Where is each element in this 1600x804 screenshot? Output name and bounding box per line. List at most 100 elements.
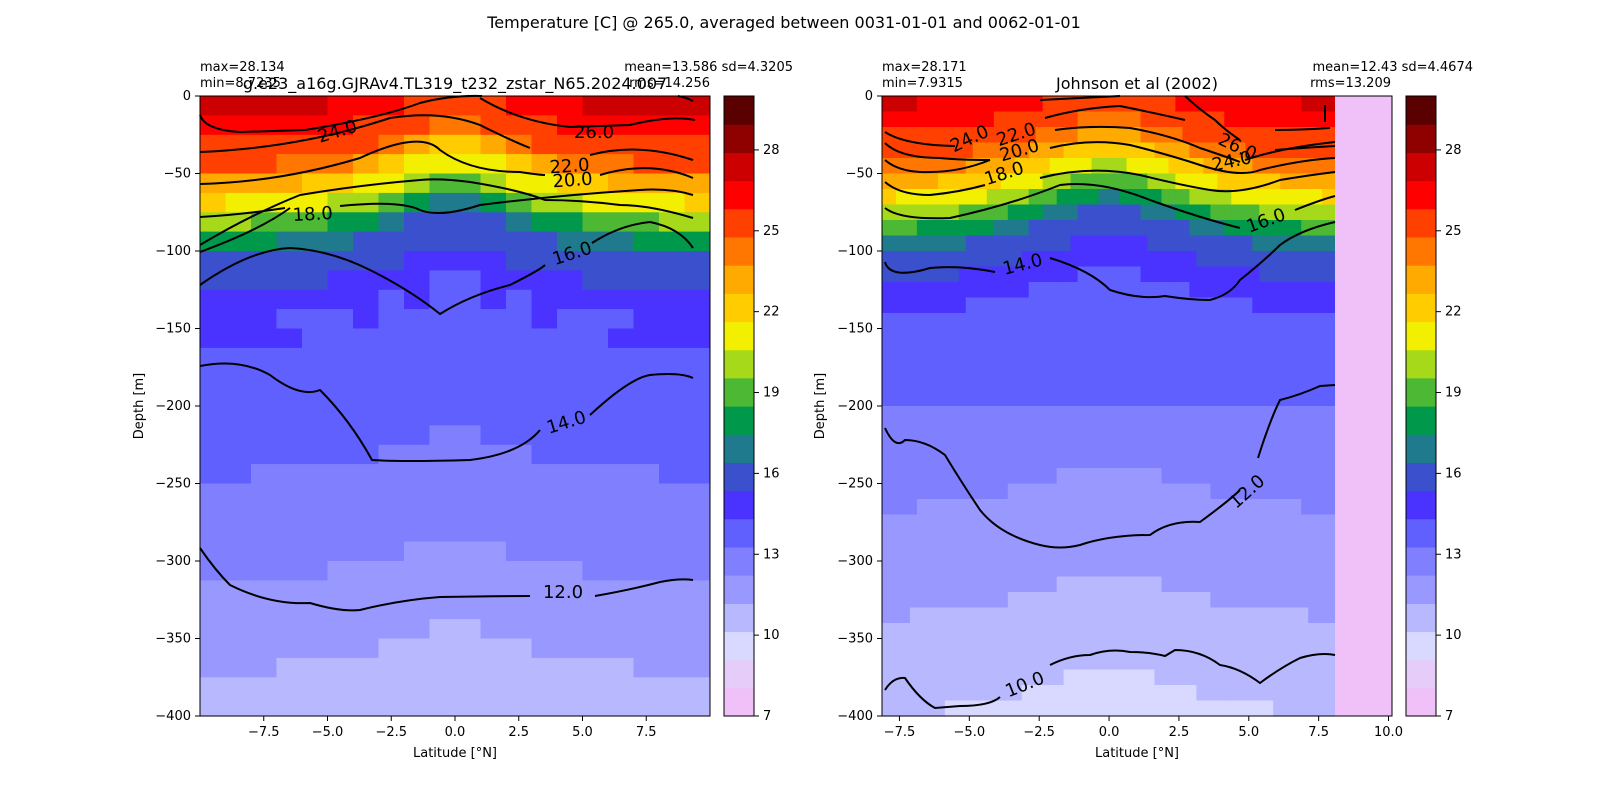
heat-cell [1287,235,1295,252]
heat-cell [1049,561,1058,578]
heat-cell [1042,297,1051,314]
heat-cell [531,289,558,310]
heat-cell [937,654,946,671]
colorbar-swatch [724,208,754,238]
heat-cell [1224,638,1232,655]
heat-cell [1259,390,1267,407]
heat-cell [1126,607,1135,624]
heat-cell [1168,282,1176,299]
heat-cell [889,437,897,454]
heat-cell [937,375,946,392]
heat-cell [909,266,918,283]
heat-cell [1231,313,1239,330]
heat-cell [909,173,918,190]
heat-cell [1056,592,1065,609]
heat-cell [1091,685,1100,702]
heat-cell [951,654,960,671]
heat-cell [378,483,405,504]
heat-cell [1196,96,1204,113]
heat-cell [1098,421,1107,438]
heat-cell [1014,158,1023,175]
heat-cell [1000,499,1009,516]
heat-cell [1238,142,1246,159]
heat-cell [1280,235,1288,252]
heat-cell [1049,685,1058,702]
heat-cell [1035,328,1044,345]
heat-cell [909,607,918,624]
heat-cell [1175,220,1183,237]
heat-cell [1147,127,1156,144]
heat-cell [923,173,932,190]
heat-cell [1070,592,1079,609]
heat-cell [951,421,960,438]
heat-cell [1189,685,1197,702]
heat-cell [979,452,988,469]
heat-cell [1147,235,1156,252]
heat-cell [1231,142,1239,159]
heat-cell [1175,96,1183,113]
heat-cell [429,464,456,485]
heat-cell [1266,654,1274,671]
heat-cell [916,158,925,175]
colorbar-tick-label: 13 [763,547,780,562]
heat-cell [1112,530,1121,547]
heat-cell [944,623,953,640]
heat-cell [1035,421,1044,438]
heat-cell [1126,437,1135,454]
heat-cell [251,561,278,581]
heat-cell [608,561,635,581]
heat-cell [1280,530,1288,547]
heat-cell [1063,607,1072,624]
heat-cell [1140,313,1149,330]
heat-cell [903,421,911,438]
heat-cell [1000,251,1009,268]
heat-cell [1238,685,1246,702]
heat-cell [1252,142,1260,159]
heat-cell [1112,700,1121,717]
heat-cell [1273,468,1281,485]
heat-cell [1140,96,1149,113]
heat-cell [1287,638,1295,655]
heat-cell [1049,545,1058,562]
heat-cell [1224,452,1232,469]
heat-cell [1301,297,1309,314]
heat-cell [684,134,710,155]
heat-cell [1035,700,1044,717]
heat-cell [557,386,584,407]
heat-cell [1084,344,1093,361]
heat-cell [378,619,405,640]
heat-cell [1035,638,1044,655]
heat-cell [684,464,710,485]
heat-cell [1182,530,1190,547]
heat-cell [200,406,227,426]
heat-cell [1252,189,1260,206]
heat-cell [1203,406,1211,423]
heat-cell [916,545,925,562]
heat-cell [1322,576,1330,593]
heat-cell [1021,499,1030,516]
heat-cell [1028,344,1037,361]
heat-cell [1091,530,1100,547]
heat-cell [979,530,988,547]
heat-cell [1322,375,1330,392]
heat-cell [302,619,329,640]
heat-cell [1252,654,1260,671]
heat-cell [1070,421,1079,438]
heat-cell [1119,235,1128,252]
heat-cell [1224,173,1232,190]
heat-cell [1301,390,1309,407]
heat-cell [353,502,380,523]
heat-cell [1168,390,1176,407]
heat-cell [1238,545,1246,562]
heat-cell [1182,189,1190,206]
heat-cell [1280,251,1288,268]
heat-cell [1035,359,1044,376]
heat-cell [1301,654,1309,671]
heat-cell [455,425,482,446]
heat-cell [903,685,911,702]
heat-cell [1056,142,1065,159]
heat-cell [972,499,981,516]
heat-cell [200,522,227,543]
heat-cell [1266,189,1274,206]
heat-cell [1112,344,1121,361]
